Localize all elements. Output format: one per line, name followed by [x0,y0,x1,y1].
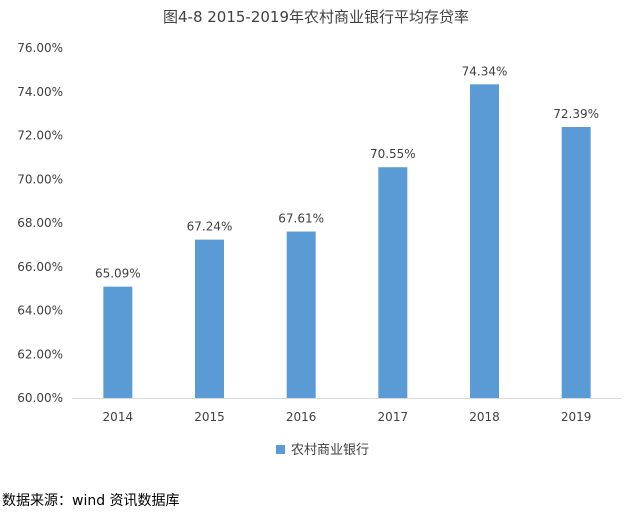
bar-2017 [378,167,408,398]
x-tick-label-2015: 2015 [194,410,225,424]
x-tick-label-2014: 2014 [103,410,134,424]
y-tick-label: 62.00% [17,347,63,361]
y-tick-label: 72.00% [17,129,63,143]
x-tick-label-2016: 2016 [286,410,317,424]
x-tick-label-2018: 2018 [469,410,500,424]
source-note: 数据来源：wind 资讯数据库 [2,493,180,509]
data-label-2019: 72.39% [553,107,599,121]
chart-title: 图4-8 2015-2019年农村商业银行平均存贷率 [163,8,469,26]
bar-2015 [195,239,224,398]
bars [103,84,591,398]
bar-2014 [103,286,133,398]
bar-2018 [470,84,499,398]
y-tick-label: 66.00% [17,260,63,274]
y-tick-label: 74.00% [17,85,63,99]
legend-label: 农村商业银行 [291,443,369,458]
data-labels: 65.09% 67.24% 67.61% 70.55% 74.34% 72.39% [95,64,599,280]
bar-2019 [561,126,591,398]
y-tick-label: 70.00% [17,172,63,186]
legend: 农村商业银行 [276,443,369,458]
bar-2016 [286,231,316,398]
legend-swatch [276,445,285,454]
y-tick-label: 76.00% [17,41,63,55]
data-label-2016: 67.61% [278,212,324,226]
y-tick-label: 64.00% [17,304,63,318]
x-axis: 2014 2015 2016 2017 2018 2019 [72,398,622,424]
x-tick-label-2017: 2017 [378,410,409,424]
data-label-2015: 67.24% [187,220,233,234]
data-label-2017: 70.55% [370,147,416,161]
y-axis: 60.00% 62.00% 64.00% 66.00% 68.00% 70.00% 72.0… [17,41,63,405]
data-label-2014: 65.09% [95,267,141,281]
x-tick-label-2019: 2019 [561,410,592,424]
y-tick-label: 60.00% [17,391,63,405]
data-label-2018: 74.34% [462,64,508,78]
y-tick-label: 68.00% [17,216,63,230]
